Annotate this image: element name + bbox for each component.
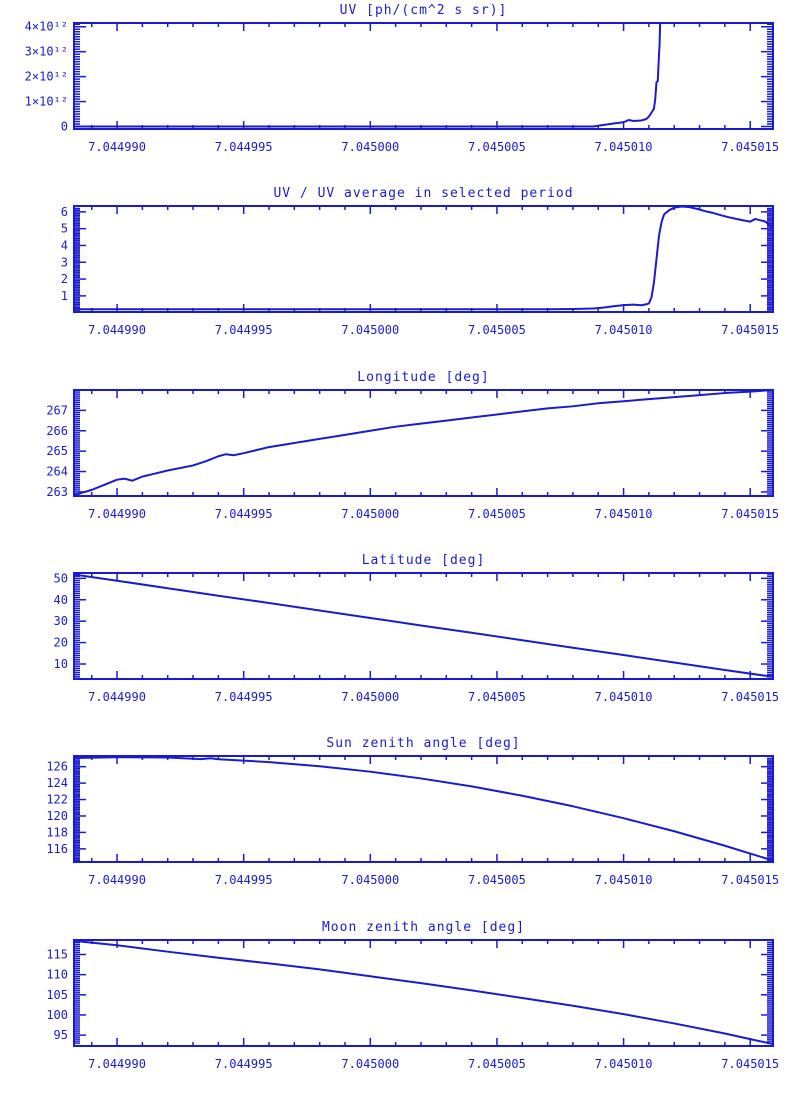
x-tick-label: 7.045015 — [721, 507, 779, 521]
x-tick-label: 7.045005 — [468, 507, 526, 521]
y-tick-label: 3 — [61, 255, 68, 269]
axis-frame — [73, 755, 774, 863]
x-tick-label: 7.045000 — [341, 690, 399, 704]
x-tick-label: 7.045010 — [595, 1057, 653, 1071]
plot-section-sun-zenith: Sun zenith angle [deg] 7.044990 7.044995 7… — [0, 733, 800, 916]
plot-section-uv: UV [ph/(cm^2 s sr)] 7.044990 7.044995 7.04… — [0, 0, 800, 183]
x-tick-label: 7.045000 — [341, 323, 399, 337]
y-tick-label: 118 — [46, 825, 68, 839]
plot-section-moon-zenith: Moon zenith angle [deg] 7.044990 7.044995… — [0, 917, 800, 1100]
x-tick-label: 7.044995 — [215, 323, 273, 337]
x-tick-label: 7.045010 — [595, 507, 653, 521]
y-tick-label: 120 — [46, 809, 68, 823]
x-tick-label: 7.044995 — [215, 140, 273, 154]
y-tick-label: 40 — [54, 593, 68, 607]
x-tick-label: 7.045010 — [595, 873, 653, 887]
x-tick-label: 7.045015 — [721, 140, 779, 154]
data-line-moon-zenith — [74, 940, 773, 1045]
data-line-uv — [74, 23, 662, 128]
x-tick-label: 7.045015 — [721, 1057, 779, 1071]
plot-section-longitude: Longitude [deg] 7.044990 7.044995 7.045000… — [0, 367, 800, 550]
plot-section-latitude: Latitude [deg] 7.044990 7.044995 7.045000 7… — [0, 550, 800, 733]
y-tick-label: 100 — [46, 1008, 68, 1022]
plot-canvas-latitude: 7.044990 7.044995 7.045000 7.045005 7.045010… — [54, 571, 780, 704]
x-tick-label: 7.044995 — [215, 1057, 273, 1071]
plot-title: Sun zenith angle [deg] — [326, 736, 521, 751]
x-tick-label: 7.045015 — [721, 873, 779, 887]
plot-canvas-uv: 7.044990 7.044995 7.045000 7.045005 7.045010… — [25, 20, 779, 154]
y-tick-label: 115 — [46, 948, 68, 962]
axis-frame — [73, 389, 774, 497]
x-tick-label: 7.045000 — [341, 507, 399, 521]
axis-frame — [73, 939, 774, 1047]
axis-frame — [73, 205, 774, 313]
plot-title: UV [ph/(cm^2 s sr)] — [339, 3, 508, 18]
x-tick-label: 7.045000 — [341, 873, 399, 887]
x-tick-label: 7.045000 — [341, 140, 399, 154]
y-tick-label: 126 — [46, 760, 68, 774]
x-tick-label: 7.045015 — [721, 323, 779, 337]
y-tick-label: 5 — [61, 222, 68, 236]
x-tick-label: 7.045005 — [468, 873, 526, 887]
plot-canvas-sun-zenith: 7.044990 7.044995 7.045000 7.045005 7.045010… — [46, 755, 779, 887]
y-tick-label: 116 — [46, 842, 68, 856]
plot-section-uv-ratio: UV / UV average in selected period 7.044… — [0, 183, 800, 366]
y-tick-label: 20 — [54, 636, 68, 650]
plot-canvas-uv-ratio: 7.044990 7.044995 7.045000 7.045005 7.045010… — [61, 205, 779, 337]
y-tick-label: 2 — [61, 272, 68, 286]
y-tick-label: 265 — [46, 444, 68, 458]
data-line-latitude — [74, 573, 773, 678]
y-tick-label: 2×10¹² — [25, 70, 68, 84]
x-tick-label: 7.044990 — [88, 323, 146, 337]
data-line-longitude — [74, 390, 773, 496]
x-tick-label: 7.044990 — [88, 140, 146, 154]
x-tick-label: 7.045005 — [468, 140, 526, 154]
y-tick-label: 264 — [46, 465, 68, 479]
y-tick-label: 1 — [61, 289, 68, 303]
x-tick-label: 7.045005 — [468, 323, 526, 337]
plot-title: Moon zenith angle [deg] — [321, 920, 525, 935]
plot-title: UV / UV average in selected period — [273, 186, 574, 201]
x-tick-label: 7.045000 — [341, 1057, 399, 1071]
x-tick-label: 7.045010 — [595, 690, 653, 704]
y-tick-label: 124 — [46, 776, 68, 790]
x-tick-label: 7.045015 — [721, 690, 779, 704]
y-tick-label: 266 — [46, 424, 68, 438]
x-tick-label: 7.044990 — [88, 873, 146, 887]
y-tick-label: 95 — [54, 1028, 68, 1042]
x-tick-label: 7.044990 — [88, 1057, 146, 1071]
y-tick-label: 10 — [54, 657, 68, 671]
x-tick-label: 7.045005 — [468, 690, 526, 704]
y-tick-label: 267 — [46, 403, 68, 417]
plot-title: Longitude [deg] — [357, 370, 490, 385]
y-tick-label: 0 — [61, 120, 68, 134]
x-tick-label: 7.045005 — [468, 1057, 526, 1071]
axis-frame — [73, 22, 774, 130]
y-tick-label: 50 — [54, 571, 68, 585]
y-tick-label: 3×10¹² — [25, 45, 68, 59]
y-tick-label: 122 — [46, 793, 68, 807]
y-tick-label: 1×10¹² — [25, 95, 68, 109]
x-tick-label: 7.044995 — [215, 873, 273, 887]
data-line-sun-zenith — [74, 756, 773, 862]
plot-canvas-moon-zenith: 7.044990 7.044995 7.045000 7.045005 7.045010… — [46, 939, 779, 1071]
plot-title: Latitude [deg] — [361, 553, 486, 568]
x-tick-label: 7.045010 — [595, 140, 653, 154]
y-tick-label: 4×10¹² — [25, 20, 68, 34]
y-tick-label: 105 — [46, 988, 68, 1002]
x-tick-label: 7.044995 — [215, 690, 273, 704]
data-line-uv-ratio — [74, 206, 773, 311]
y-tick-label: 4 — [61, 238, 68, 252]
x-tick-label: 7.045010 — [595, 323, 653, 337]
plot-canvas-longitude: 7.044990 7.044995 7.045000 7.045005 7.045010… — [46, 389, 779, 521]
x-tick-label: 7.044990 — [88, 507, 146, 521]
y-tick-label: 30 — [54, 614, 68, 628]
x-tick-label: 7.044995 — [215, 507, 273, 521]
x-tick-label: 7.044990 — [88, 690, 146, 704]
y-tick-label: 110 — [46, 968, 68, 982]
y-tick-label: 263 — [46, 485, 68, 499]
y-tick-label: 6 — [61, 205, 68, 219]
